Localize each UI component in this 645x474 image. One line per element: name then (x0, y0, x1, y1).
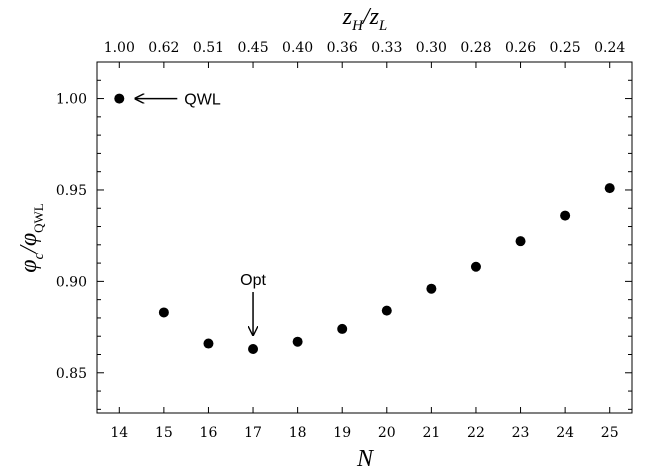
top-tick-label: 0.51 (193, 40, 224, 56)
data-point (158, 307, 169, 318)
x-axis-ticks: 14 15 16 17 18 19 20 21 22 23 24 25 (110, 407, 619, 441)
top-tick-label: 0.33 (371, 40, 402, 56)
data-point (604, 183, 615, 194)
plot-frame (96, 61, 633, 414)
x-tick-label: 20 (378, 425, 396, 441)
y-axis-title: φc/φQWL (16, 203, 47, 273)
x-tick-label: 19 (333, 425, 351, 441)
y-tick-label: 1.00 (56, 92, 87, 108)
data-point (248, 344, 259, 355)
x-tick-label: 15 (155, 425, 173, 441)
x-tick-label: 24 (556, 425, 574, 441)
top-axis-title: zH/zL (342, 4, 388, 34)
data-points (114, 93, 615, 355)
x-tick-label: 14 (110, 425, 128, 441)
data-point (515, 236, 526, 247)
data-point (470, 261, 481, 272)
x-tick-label: 23 (512, 425, 530, 441)
y-tick-label: 0.95 (56, 183, 87, 199)
annotation-label: Opt (240, 272, 266, 289)
top-tick-label: 0.26 (505, 40, 536, 56)
y-tick-label: 0.85 (56, 366, 87, 382)
x-tick-label: 16 (200, 425, 218, 441)
y-tick-label: 0.90 (56, 274, 87, 290)
data-point (381, 305, 392, 316)
x-tick-label: 22 (467, 425, 485, 441)
data-point (560, 210, 571, 221)
top-tick-label: 0.28 (460, 40, 491, 56)
top-tick-label: 0.62 (148, 40, 179, 56)
data-point (337, 323, 348, 334)
top-tick-label: 0.36 (327, 40, 358, 56)
top-tick-label: 0.24 (594, 40, 625, 56)
annotations: QWL Opt (135, 92, 266, 335)
data-point (114, 93, 125, 104)
top-tick-label: 0.40 (282, 40, 313, 56)
top-tick-label: 0.30 (416, 40, 447, 56)
x-tick-label: 25 (601, 425, 619, 441)
x-tick-label: 17 (244, 425, 262, 441)
y-axis-ticks: 0.85 0.90 0.95 1.00 (56, 79, 632, 410)
top-tick-label: 0.25 (550, 40, 581, 56)
data-point (203, 338, 214, 349)
top-tick-label: 0.45 (237, 40, 268, 56)
x-tick-label: 18 (289, 425, 307, 441)
data-point (292, 336, 303, 347)
annotation-label: QWL (184, 92, 221, 109)
x-tick-label: 21 (422, 425, 440, 441)
x-axis-title: N (356, 446, 375, 472)
top-tick-label: 1.00 (104, 40, 135, 56)
data-point (426, 283, 437, 294)
top-axis-ticks: 1.00 0.62 0.51 0.45 0.40 0.36 0.33 0.30 0.28 0.26… (104, 40, 625, 68)
